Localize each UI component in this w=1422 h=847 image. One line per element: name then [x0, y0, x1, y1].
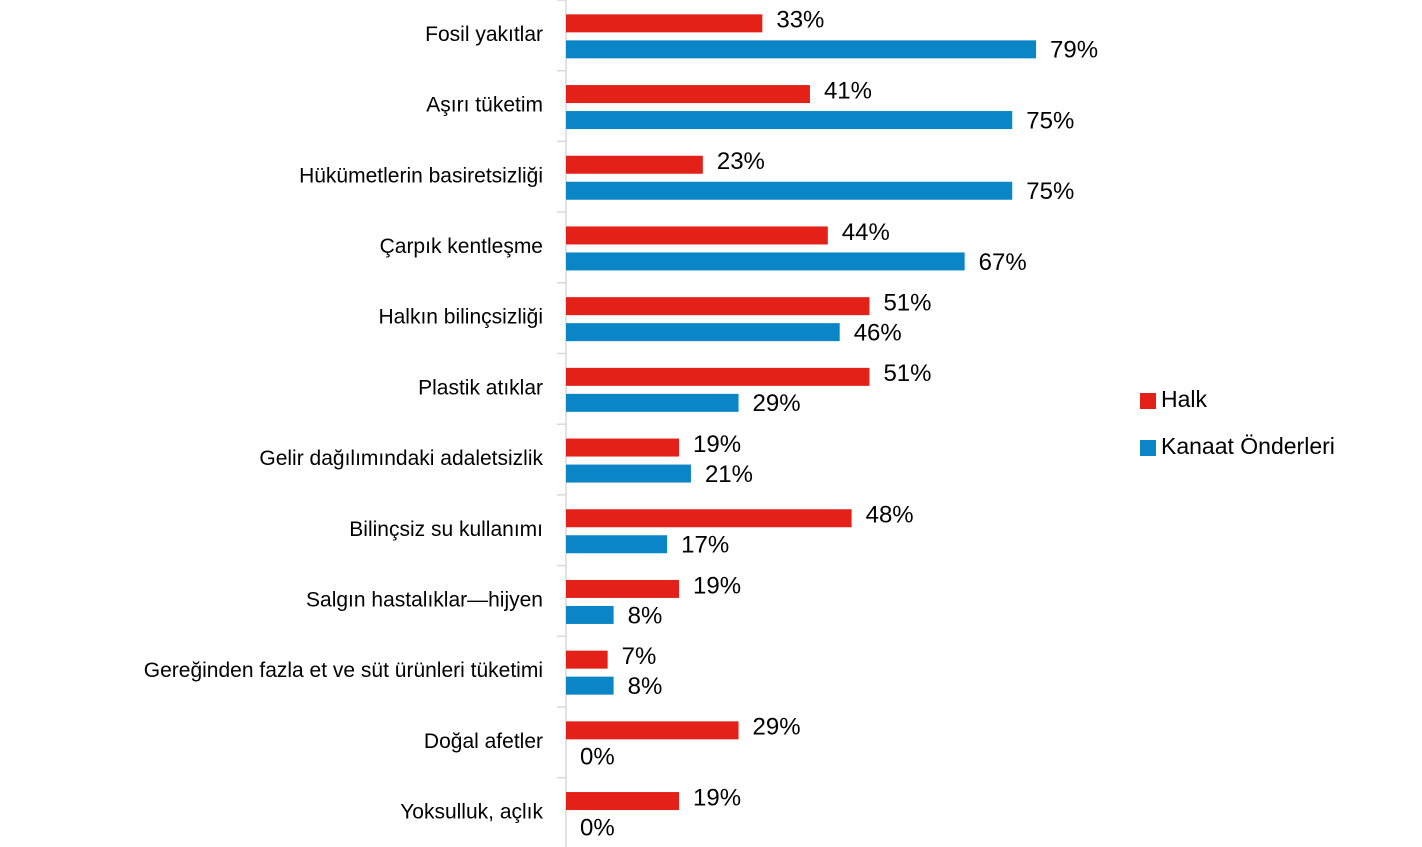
legend-label: Kanaat Önderleri [1161, 433, 1335, 459]
bar [566, 111, 1013, 130]
value-label: 41% [824, 77, 872, 104]
value-label: 0% [580, 814, 615, 841]
value-label: 0% [580, 744, 615, 771]
category-label: Gelir dağılımındaki adaletsizlik [259, 447, 543, 470]
value-label: 19% [693, 431, 741, 458]
value-label: 29% [753, 390, 801, 417]
value-label: 46% [854, 319, 902, 346]
bar [566, 605, 614, 624]
bar [566, 252, 965, 271]
value-label: 19% [693, 784, 741, 811]
value-label: 29% [753, 714, 801, 741]
value-label: 17% [681, 532, 729, 559]
value-label: 21% [705, 461, 753, 488]
bar [566, 297, 870, 316]
category-label: Fosil yakıtlar [425, 23, 543, 46]
bar [566, 792, 680, 811]
bar [566, 676, 614, 695]
bar [566, 535, 668, 554]
value-label: 48% [866, 502, 914, 529]
legend-label: Halk [1161, 386, 1208, 412]
value-label: 75% [1026, 178, 1074, 205]
category-label: Salgın hastalıklar—hijyen [306, 588, 543, 611]
bar [566, 579, 680, 598]
bar [566, 181, 1013, 200]
legend-swatch [1140, 440, 1156, 456]
value-label: 44% [842, 219, 890, 246]
value-label: 51% [883, 289, 931, 316]
bar [566, 155, 703, 174]
value-label: 67% [979, 249, 1027, 276]
category-label: Bilinçsiz su kullanımı [349, 518, 543, 541]
value-label: 19% [693, 572, 741, 599]
legend-swatch [1140, 393, 1156, 409]
bar [566, 650, 608, 669]
bar [566, 226, 828, 245]
bar [566, 367, 870, 386]
value-label: 75% [1026, 107, 1074, 134]
value-label: 8% [628, 602, 663, 629]
bar [566, 721, 739, 740]
value-label: 51% [883, 360, 931, 387]
bar [566, 85, 810, 104]
bar [566, 393, 739, 412]
category-label: Halkın bilinçsizliği [378, 306, 543, 329]
category-label: Plastik atıklar [418, 376, 543, 399]
category-label: Aşırı tüketim [426, 94, 543, 117]
value-label: 23% [717, 148, 765, 175]
value-label: 33% [776, 7, 824, 34]
value-label: 7% [622, 643, 657, 670]
category-label: Çarpık kentleşme [380, 235, 543, 258]
bar [566, 464, 691, 483]
category-label: Doğal afetler [424, 730, 543, 753]
bar [566, 14, 763, 33]
bar [566, 323, 840, 342]
bar [566, 509, 852, 528]
bar [566, 40, 1037, 59]
bar [566, 438, 680, 457]
value-label: 8% [628, 673, 663, 700]
category-label: Yoksulluk, açlık [400, 801, 543, 824]
category-label: Gereğinden fazla et ve süt ürünleri tüke… [144, 659, 543, 682]
value-label: 79% [1050, 37, 1098, 64]
category-label: Hükümetlerin basiretsizliği [299, 164, 543, 187]
